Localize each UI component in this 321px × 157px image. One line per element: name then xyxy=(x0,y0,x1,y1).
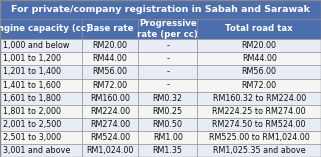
Text: 1,000 and below: 1,000 and below xyxy=(3,41,69,50)
Text: RM160.32 to RM224.00: RM160.32 to RM224.00 xyxy=(213,94,306,103)
Bar xyxy=(0,131,82,144)
Text: Engine capacity (cc): Engine capacity (cc) xyxy=(0,24,90,33)
Bar xyxy=(197,92,321,105)
Text: RM224.25 to RM274.00: RM224.25 to RM274.00 xyxy=(213,107,306,116)
Text: -: - xyxy=(166,41,169,50)
Bar xyxy=(0,144,82,157)
Text: RM0.32: RM0.32 xyxy=(153,94,183,103)
Bar xyxy=(82,144,138,157)
Text: RM56.00: RM56.00 xyxy=(92,68,127,76)
Text: RM20.00: RM20.00 xyxy=(92,41,127,50)
Text: RM0.25: RM0.25 xyxy=(153,107,183,116)
Text: 2,001 to 2,500: 2,001 to 2,500 xyxy=(3,120,61,129)
Bar xyxy=(82,19,138,39)
Bar xyxy=(138,19,197,39)
Text: RM44.00: RM44.00 xyxy=(242,54,277,63)
Text: RM72.00: RM72.00 xyxy=(92,81,127,89)
Text: -: - xyxy=(166,54,169,63)
Text: RM224.00: RM224.00 xyxy=(90,107,130,116)
Text: RM160.00: RM160.00 xyxy=(90,94,130,103)
Bar xyxy=(197,131,321,144)
Bar xyxy=(138,118,197,131)
Bar xyxy=(0,19,82,39)
Bar xyxy=(138,105,197,118)
Bar xyxy=(197,144,321,157)
Bar xyxy=(0,65,82,78)
Bar xyxy=(82,105,138,118)
Bar xyxy=(197,78,321,92)
Bar xyxy=(82,39,138,52)
Bar xyxy=(0,52,82,65)
Bar xyxy=(82,92,138,105)
Text: RM0.50: RM0.50 xyxy=(153,120,183,129)
Text: -: - xyxy=(166,68,169,76)
Text: 1,601 to 1,800: 1,601 to 1,800 xyxy=(3,94,60,103)
Bar xyxy=(138,39,197,52)
Text: 1,001 to 1,200: 1,001 to 1,200 xyxy=(3,54,61,63)
Text: RM274.00: RM274.00 xyxy=(90,120,130,129)
Bar xyxy=(138,65,197,78)
Text: RM56.00: RM56.00 xyxy=(242,68,277,76)
Bar xyxy=(138,131,197,144)
Bar xyxy=(82,65,138,78)
Text: RM274.50 to RM524.00: RM274.50 to RM524.00 xyxy=(213,120,306,129)
Bar xyxy=(197,39,321,52)
Bar xyxy=(197,118,321,131)
Bar xyxy=(138,78,197,92)
Bar xyxy=(0,105,82,118)
Text: -: - xyxy=(166,81,169,89)
Text: RM44.00: RM44.00 xyxy=(92,54,127,63)
Bar xyxy=(0,39,82,52)
Bar xyxy=(197,65,321,78)
Text: Base rate: Base rate xyxy=(87,24,133,33)
Text: 1,201 to 1,400: 1,201 to 1,400 xyxy=(3,68,61,76)
Bar xyxy=(138,92,197,105)
Text: RM1,024.00: RM1,024.00 xyxy=(86,146,134,155)
Bar xyxy=(197,19,321,39)
Text: RM1.35: RM1.35 xyxy=(153,146,183,155)
Bar xyxy=(197,52,321,65)
Bar xyxy=(82,52,138,65)
Bar xyxy=(0,92,82,105)
Text: 1,801 to 2,000: 1,801 to 2,000 xyxy=(3,107,61,116)
Text: 1,401 to 1,600: 1,401 to 1,600 xyxy=(3,81,60,89)
Bar xyxy=(138,52,197,65)
Text: RM20.00: RM20.00 xyxy=(242,41,277,50)
Bar xyxy=(0,78,82,92)
Text: Progressive
rate (per cc): Progressive rate (per cc) xyxy=(137,19,198,39)
Bar xyxy=(197,105,321,118)
Bar xyxy=(0,0,321,19)
Text: For private/company registration in Sabah and Sarawak: For private/company registration in Saba… xyxy=(11,5,310,14)
Text: RM525.00 to RM1,024.00: RM525.00 to RM1,024.00 xyxy=(209,133,309,142)
Text: 2,501 to 3,000: 2,501 to 3,000 xyxy=(3,133,61,142)
Bar xyxy=(138,144,197,157)
Text: RM1,025.35 and above: RM1,025.35 and above xyxy=(213,146,306,155)
Text: 3,001 and above: 3,001 and above xyxy=(3,146,70,155)
Text: RM72.00: RM72.00 xyxy=(242,81,277,89)
Text: RM1.00: RM1.00 xyxy=(153,133,183,142)
Bar xyxy=(82,118,138,131)
Text: Total road tax: Total road tax xyxy=(225,24,293,33)
Bar xyxy=(82,78,138,92)
Bar xyxy=(0,118,82,131)
Bar xyxy=(82,131,138,144)
Text: RM524.00: RM524.00 xyxy=(90,133,130,142)
